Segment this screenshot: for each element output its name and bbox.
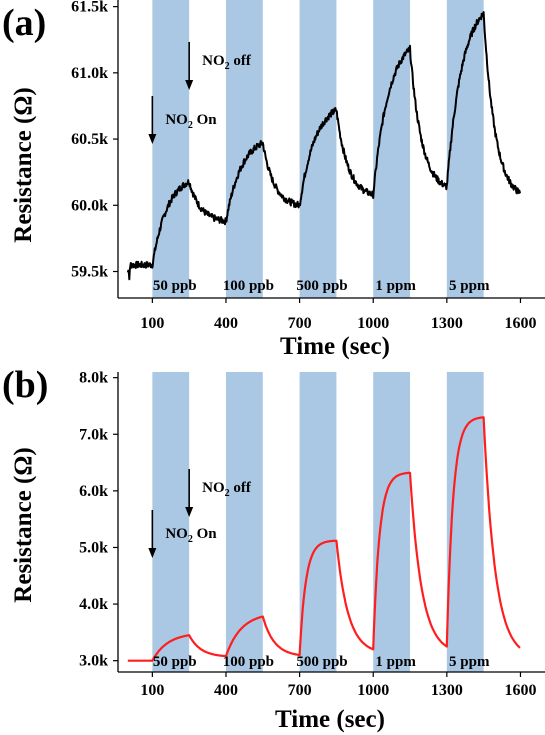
panel-a-series	[126, 11, 521, 281]
exposure-band-1	[152, 0, 190, 298]
x-tick-label: 1000	[357, 315, 389, 332]
x-tick-label: 400	[214, 315, 238, 332]
no2-on-arrowhead	[148, 134, 157, 144]
panel-b-exposure-bands	[152, 372, 484, 672]
concentration-label: 1 ppm	[375, 654, 416, 670]
x-tick-label: 100	[140, 315, 164, 332]
panel-a-x-axis-label: Time (sec)	[280, 333, 390, 360]
panel-a-y-axis-label: Resistance (Ω)	[10, 87, 37, 242]
y-tick-label: 3.0k	[79, 653, 108, 670]
panel-b-concentration-labels: 50 ppb 100 ppb 500 ppb 1 ppm 5 ppm	[153, 654, 490, 670]
exposure-band-3	[299, 372, 337, 672]
y-tick-label: 8.0k	[79, 370, 108, 387]
concentration-label: 1 ppm	[375, 278, 416, 294]
x-tick-label: 1600	[504, 315, 536, 332]
series-line	[127, 416, 521, 662]
no2-off-arrowhead	[185, 80, 194, 90]
y-tick-label: 5.0k	[79, 539, 108, 556]
panel-a-x-ticks: 100 400 700 1000 1300 1600	[140, 298, 536, 332]
panel-b-axes	[117, 372, 545, 673]
panel-b-y-axis-label: Resistance (Ω)	[10, 447, 37, 602]
concentration-label: 100 ppb	[223, 278, 274, 294]
exposure-band-1	[152, 372, 190, 672]
concentration-label: 500 ppb	[296, 654, 347, 670]
concentration-label: 500 ppb	[296, 278, 347, 294]
no2-on-arrowhead	[148, 548, 157, 558]
panel-b-y-ticks: 3.0k 4.0k 5.0k 6.0k 7.0k 8.0k	[79, 370, 118, 670]
no2-on-label: NO2 On	[165, 526, 217, 545]
panel-a-label: (a)	[2, 2, 46, 44]
panel-b-label: (b)	[2, 364, 48, 406]
y-tick-label: 60.0k	[71, 197, 108, 214]
y-tick-label: 61.0k	[71, 65, 108, 82]
y-tick-label: 6.0k	[79, 483, 108, 500]
exposure-band-4	[373, 0, 411, 298]
y-tick-label: 60.5k	[71, 131, 108, 148]
x-tick-label: 1600	[504, 682, 536, 699]
series-line	[126, 11, 521, 281]
exposure-band-5	[446, 0, 484, 298]
panel-a-axes	[117, 0, 545, 299]
panel-b-x-axis-label: Time (sec)	[275, 706, 385, 733]
concentration-label: 50 ppb	[153, 278, 197, 294]
exposure-band-3	[299, 0, 337, 298]
y-tick-label: 4.0k	[79, 596, 108, 613]
x-tick-label: 400	[214, 682, 238, 699]
x-tick-label: 1000	[357, 682, 389, 699]
concentration-label: 50 ppb	[153, 654, 197, 670]
panel-b-x-ticks: 100 400 700 1000 1300 1600	[140, 672, 536, 699]
no2-off-label: NO2 off	[202, 53, 252, 72]
x-tick-label: 700	[288, 682, 312, 699]
panel-a-exposure-bands	[152, 0, 484, 298]
concentration-label: 5 ppm	[449, 278, 490, 294]
x-tick-label: 1300	[431, 315, 463, 332]
panel-b-series	[127, 416, 521, 662]
x-tick-label: 700	[288, 315, 312, 332]
x-tick-label: 1300	[431, 682, 463, 699]
panel-a-annotations: NO2 On NO2 off	[148, 42, 252, 144]
exposure-band-2	[225, 372, 263, 672]
concentration-label: 100 ppb	[223, 654, 274, 670]
no2-off-label: NO2 off	[202, 480, 252, 499]
y-tick-label: 59.5k	[71, 264, 108, 281]
panel-a-concentration-labels: 50 ppb 100 ppb 500 ppb 1 ppm 5 ppm	[153, 278, 490, 294]
x-tick-label: 100	[140, 682, 164, 699]
y-tick-label: 7.0k	[79, 426, 108, 443]
panel-b-chart: 100 400 700 1000 1300 1600 3.0k 4.0k 5.0k 6.0k 7.…	[2, 364, 545, 733]
no2-on-label: NO2 On	[165, 112, 217, 131]
panel-a-chart: 100 400 700 1000 1300 1600 59.5k 60.0k 60.5k 61.…	[2, 0, 545, 360]
concentration-label: 5 ppm	[449, 654, 490, 670]
no2-off-arrowhead	[185, 507, 194, 517]
exposure-band-5	[446, 372, 484, 672]
panel-b-annotations: NO2 On NO2 off	[148, 469, 252, 558]
exposure-band-4	[373, 372, 411, 672]
panel-a-y-ticks: 59.5k 60.0k 60.5k 61.0k 61.5k	[71, 0, 118, 281]
y-tick-label: 61.5k	[71, 0, 108, 16]
